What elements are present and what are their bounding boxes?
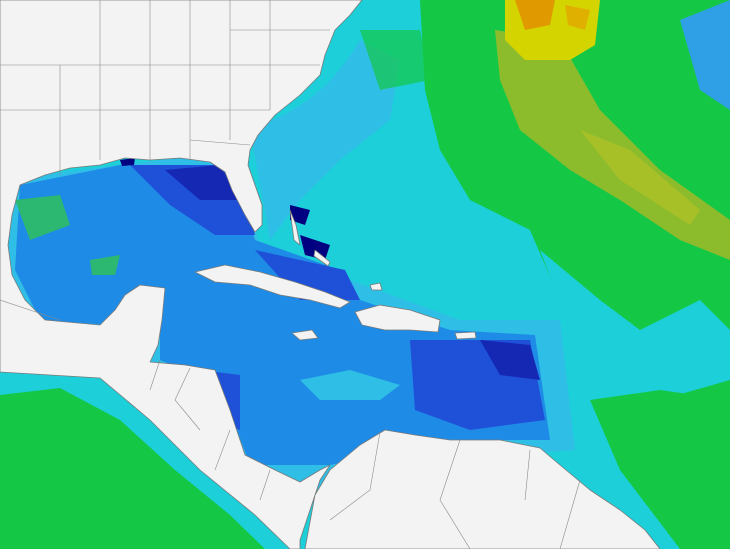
ocean [540,250,730,400]
swell-green [0,388,265,549]
swell-blue [680,0,730,110]
swell-orange [515,0,555,30]
land [304,429,661,549]
swell-navy [300,235,330,260]
swell-orange [565,5,590,30]
swell-navy [290,205,310,225]
swell-green [90,255,120,275]
swell-green [430,10,470,60]
coastal-band [250,40,400,240]
land [0,0,363,549]
swell-darkest [165,165,240,200]
swell-darkest [480,340,540,380]
island-puerto-rico [454,331,477,340]
island-bahamas [289,209,301,246]
swell-green [15,195,70,240]
island-bahamas [313,249,331,267]
island-jamaica [291,329,319,341]
swell-dark-blue [255,250,360,300]
swell-navy [120,158,135,166]
island-hispaniola [354,304,441,333]
borders [0,0,581,549]
swell-light [300,370,400,400]
swell-olive [580,130,700,225]
swell-green [360,30,430,90]
island-cuba [194,264,351,309]
swell-green [590,390,730,549]
island-bahamas [369,282,383,291]
